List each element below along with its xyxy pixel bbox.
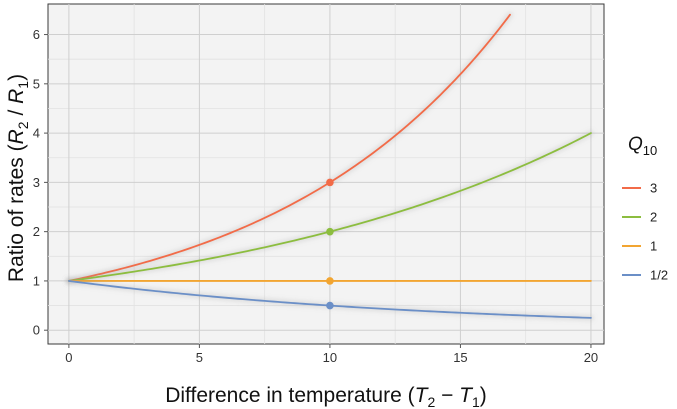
legend-label-2: 2 bbox=[650, 210, 657, 225]
y-tick-label: 6 bbox=[33, 27, 40, 42]
legend-label-3: 3 bbox=[650, 181, 657, 196]
x-tick-label: 20 bbox=[584, 350, 598, 365]
x-axis-title: Difference in temperature (T2 − T1) bbox=[165, 384, 487, 409]
x-tick-label: 5 bbox=[196, 350, 203, 365]
y-tick-label: 3 bbox=[33, 175, 40, 190]
series-line-3 bbox=[67, 13, 511, 282]
y-tick-label: 4 bbox=[33, 126, 40, 141]
legend-title: Q10 bbox=[628, 134, 657, 158]
x-tick-label: 15 bbox=[453, 350, 467, 365]
x-tick-label: 0 bbox=[65, 350, 72, 365]
legend-label-1/2: 1/2 bbox=[650, 268, 668, 283]
series-marker-1 bbox=[326, 277, 334, 285]
series-marker-1/2 bbox=[326, 301, 334, 310]
x-tick-label: 10 bbox=[323, 350, 337, 365]
series-marker-2 bbox=[326, 227, 334, 236]
y-axis-title: Ratio of rates (R2 / R1) bbox=[5, 74, 31, 282]
legend-label-1: 1 bbox=[650, 239, 657, 254]
series-marker-3 bbox=[326, 178, 334, 187]
y-tick-label: 1 bbox=[33, 273, 40, 288]
y-tick-label: 5 bbox=[33, 76, 40, 91]
series-markers bbox=[326, 178, 334, 310]
y-tick-label: 0 bbox=[33, 323, 40, 338]
y-tick-label: 2 bbox=[33, 224, 40, 239]
plot-panel bbox=[47, 3, 605, 345]
axis-ticks: 0 5 10 15 20 0 1 2 3 4 5 6 bbox=[33, 27, 598, 365]
legend: 3 2 1 1/2 bbox=[622, 181, 668, 283]
